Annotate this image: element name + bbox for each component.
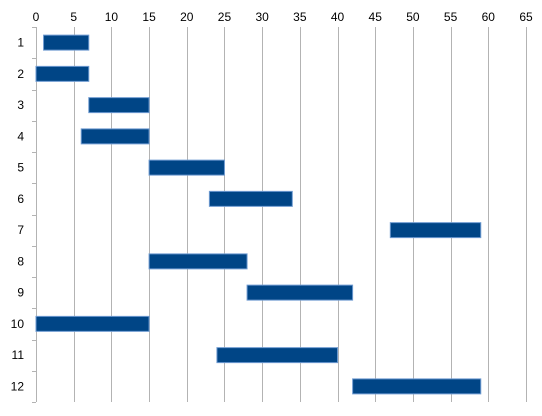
bar-1 [44,35,89,50]
y-tick-label: 1 [17,36,24,50]
x-tick-label: 20 [180,10,194,24]
x-tick-label: 35 [293,10,307,24]
x-tick-label: 25 [218,10,232,24]
x-tick-label: 50 [406,10,420,24]
x-tick-label: 60 [482,10,496,24]
y-tick-label: 11 [12,348,25,362]
bar-5 [149,160,224,175]
y-tick-label: 10 [11,317,25,331]
bar-4 [81,129,149,144]
x-tick-label: 15 [142,10,156,24]
bar-12 [353,379,481,394]
x-tick-label: 55 [444,10,458,24]
x-tick-labels: 0 5 10 15 20 25 30 35 40 45 50 55 60 65 [33,10,533,24]
bar-9 [247,285,353,300]
bar-11 [217,348,338,363]
gridlines [37,27,527,402]
bar-8 [149,254,247,269]
x-tick-label: 30 [255,10,269,24]
x-tick-label: 10 [105,10,119,24]
y-tick-label: 8 [17,254,24,268]
y-tick-label: 4 [17,129,24,143]
bar-6 [209,191,292,206]
x-tick-label: 5 [70,10,77,24]
y-tick-label: 3 [17,98,24,112]
x-tick-label: 45 [369,10,383,24]
bar-2 [36,66,89,81]
bar-7 [390,223,480,238]
x-tick-label: 65 [519,10,533,24]
bar-10 [36,316,149,331]
y-tick-label: 6 [17,192,24,206]
y-tick-label: 5 [17,161,24,175]
y-tick-label: 2 [17,67,24,81]
y-tick-label: 9 [17,286,24,300]
axes [32,27,37,403]
y-tick-label: 7 [17,223,24,237]
y-tick-label: 12 [11,379,25,393]
bar-3 [89,98,149,113]
bars [36,35,481,394]
x-tick-label: 0 [33,10,40,24]
x-tick-label: 40 [331,10,345,24]
